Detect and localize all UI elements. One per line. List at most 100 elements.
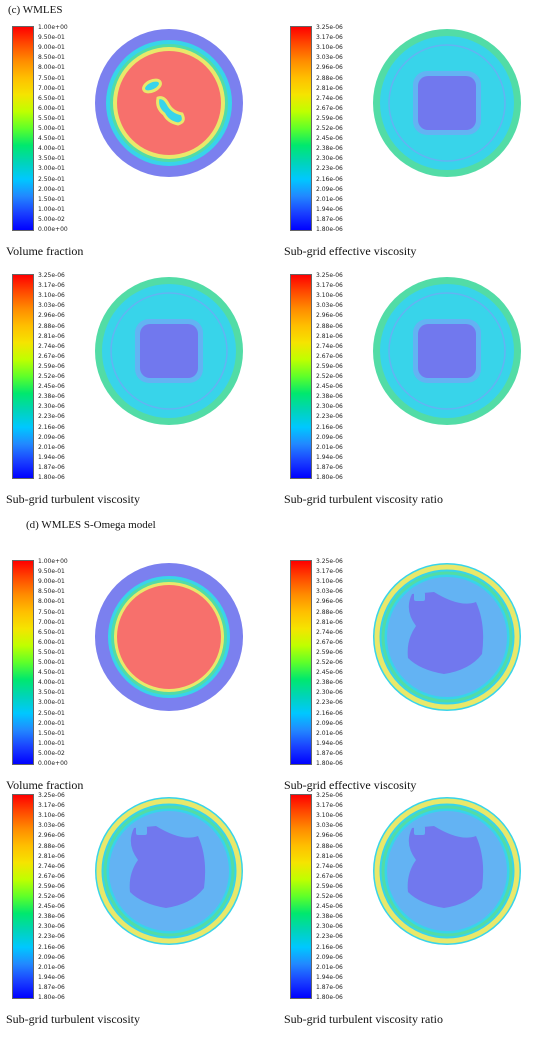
colorbar-tick-label: 2.45e-06	[316, 669, 343, 677]
colorbar-tick-label: 2.52e-06	[316, 373, 343, 380]
colorbar-tick-label: 4.00e-01	[38, 679, 65, 687]
colorbar-tick-label: 7.50e-01	[38, 74, 65, 82]
colorbar-tick-label: 3.17e-06	[316, 568, 343, 576]
colorbar-tick-label: 2.38e-06	[316, 679, 343, 687]
colorbar-tick-label: 1.87e-06	[316, 215, 343, 223]
field-core	[418, 76, 476, 130]
colorbar-tick-label: 2.81e-06	[38, 852, 65, 860]
colorbar-tick-label: 2.52e-06	[316, 125, 343, 132]
colorbar-tick-label: 7.00e-01	[38, 84, 65, 92]
colorbar-tick-label: 2.30e-06	[38, 403, 65, 411]
field-band	[374, 798, 520, 944]
colorbar-tick-label: 2.81e-06	[316, 852, 343, 860]
colorbar-tick-label: 2.01e-06	[316, 729, 343, 737]
contour-panel: 3.25e-06 3.17e-06 3.10e-06 3.03e-06 2.96e-06…	[282, 270, 550, 525]
colorbar-tick-label: 2.01e-06	[38, 443, 65, 451]
contour-plot	[373, 29, 521, 177]
colorbar-tick-label: 2.81e-06	[38, 332, 65, 340]
colorbar-tick-label: 3.03e-06	[316, 54, 343, 62]
contour-panel: 3.25e-06 3.17e-06 3.10e-06 3.03e-06 2.96e-06…	[282, 790, 550, 1045]
colorbar	[290, 794, 312, 999]
colorbar-tick-label: 3.03e-06	[38, 302, 65, 310]
colorbar-tick-label: 2.16e-06	[316, 943, 343, 951]
colorbar-tick-label: 2.38e-06	[316, 393, 343, 401]
colorbar-tick-label: 3.17e-06	[316, 282, 343, 290]
field-core	[418, 324, 476, 378]
colorbar-tick-label: 2.81e-06	[316, 332, 343, 340]
colorbar-tick-label: 3.17e-06	[316, 34, 343, 42]
colorbar-tick-label: 2.09e-06	[316, 185, 343, 193]
colorbar-tick-label: 3.25e-06	[38, 792, 65, 799]
colorbar-tick-label: 1.94e-06	[316, 739, 343, 747]
colorbar-tick-label: 2.09e-06	[38, 433, 65, 441]
colorbar-tick-label: 2.09e-06	[316, 433, 343, 441]
colorbar-tick-label: 2.38e-06	[316, 913, 343, 921]
colorbar-tick-label: 2.96e-06	[38, 312, 65, 320]
colorbar-tick-label: 2.16e-06	[38, 423, 65, 431]
colorbar-tick-label: 2.23e-06	[316, 165, 343, 173]
field-contour	[110, 292, 228, 410]
colorbar-tick-label: 2.59e-06	[316, 362, 343, 370]
colorbar-tick-label: 3.17e-06	[38, 282, 65, 290]
colorbar-tick-label: 2.30e-06	[316, 403, 343, 411]
colorbar-tick-label: 2.23e-06	[38, 413, 65, 421]
colorbar-tick-label: 2.88e-06	[316, 608, 343, 616]
colorbar-ticks: 3.25e-06 3.17e-06 3.10e-06 3.03e-06 2.96e-06…	[316, 24, 364, 233]
colorbar-tick-label: 2.74e-06	[316, 628, 343, 636]
colorbar-tick-label: 2.01e-06	[38, 963, 65, 971]
colorbar-tick-label: 2.38e-06	[38, 913, 65, 921]
colorbar-tick-label: 5.00e-02	[38, 215, 65, 223]
field-core	[117, 585, 221, 689]
field-contour	[388, 292, 506, 410]
section-title: (c) WMLES	[8, 4, 63, 16]
colorbar-tick-label: 3.10e-06	[38, 812, 65, 820]
colorbar-tick-label: 2.67e-06	[316, 638, 343, 646]
colorbar-tick-label: 2.50e-01	[38, 709, 65, 717]
colorbar-tick-label: 2.45e-06	[316, 135, 343, 143]
colorbar-tick-label: 2.50e-01	[38, 175, 65, 183]
colorbar-tick-label: 1.80e-06	[38, 474, 65, 481]
colorbar-tick-label: 2.09e-06	[316, 953, 343, 961]
colorbar-tick-label: 8.50e-01	[38, 54, 65, 62]
contour-plot	[373, 563, 521, 711]
colorbar-tick-label: 2.38e-06	[38, 393, 65, 401]
colorbar	[290, 274, 312, 479]
field-band	[374, 564, 520, 710]
colorbar-tick-label: 2.96e-06	[316, 312, 343, 320]
colorbar-tick-label: 1.00e-01	[38, 739, 65, 747]
colorbar-tick-label: 2.45e-06	[316, 383, 343, 391]
field-band	[381, 805, 513, 937]
contour-panel: 1.00e+00 9.50e-01 9.00e-01 8.50e-01 8.00e-01…	[4, 22, 274, 277]
colorbar-tick-label: 2.59e-06	[38, 362, 65, 370]
colorbar-tick-label: 2.74e-06	[316, 862, 343, 870]
colorbar-tick-label: 3.10e-06	[316, 44, 343, 52]
colorbar-tick-label: 2.01e-06	[316, 195, 343, 203]
colorbar-tick-label: 3.10e-06	[316, 578, 343, 586]
colorbar-tick-label: 6.00e-01	[38, 104, 65, 112]
colorbar-tick-label: 1.87e-06	[316, 463, 343, 471]
field-contour	[388, 44, 506, 162]
colorbar-tick-label: 1.87e-06	[316, 983, 343, 991]
colorbar-tick-label: 2.38e-06	[316, 145, 343, 153]
colorbar-tick-label: 2.30e-06	[316, 689, 343, 697]
colorbar-tick-label: 2.16e-06	[38, 943, 65, 951]
contour-plot	[373, 277, 521, 425]
colorbar-tick-label: 9.00e-01	[38, 578, 65, 586]
colorbar-tick-label: 1.87e-06	[316, 749, 343, 757]
colorbar-tick-label: 0.00e+00	[38, 760, 68, 767]
colorbar-tick-label: 2.67e-06	[38, 352, 65, 360]
colorbar-tick-label: 2.96e-06	[316, 832, 343, 840]
colorbar-tick-label: 2.01e-06	[316, 443, 343, 451]
colorbar-tick-label: 3.50e-01	[38, 155, 65, 163]
colorbar-tick-label: 6.50e-01	[38, 628, 65, 636]
colorbar-tick-label: 1.50e-01	[38, 195, 65, 203]
colorbar-tick-label: 3.25e-06	[38, 272, 65, 279]
field-blob	[156, 96, 185, 126]
colorbar-tick-label: 2.59e-06	[316, 648, 343, 656]
colorbar-tick-label: 3.25e-06	[316, 24, 343, 31]
contour-panel: 3.25e-06 3.17e-06 3.10e-06 3.03e-06 2.96e-06…	[4, 270, 274, 525]
field-notch	[414, 826, 425, 835]
field-core	[140, 324, 198, 378]
colorbar-tick-label: 2.52e-06	[38, 373, 65, 380]
colorbar-tick-label: 1.94e-06	[316, 453, 343, 461]
